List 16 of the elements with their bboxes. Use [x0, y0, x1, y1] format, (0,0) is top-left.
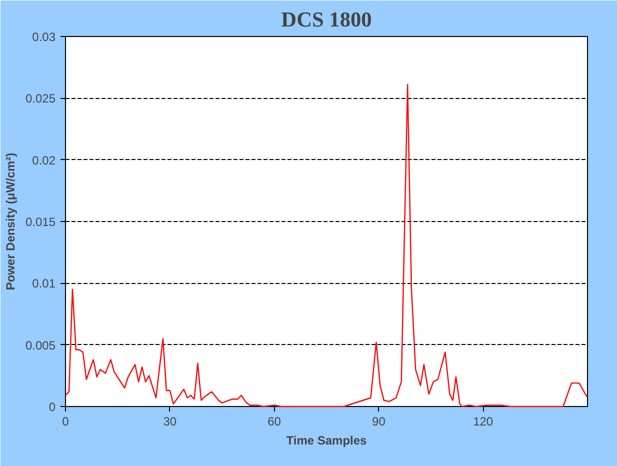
- y-tick-label: 0.03: [32, 30, 56, 44]
- x-tick-label: 120: [473, 414, 494, 428]
- y-tick-label: 0.01: [32, 276, 56, 291]
- x-tick-label: 60: [268, 414, 282, 428]
- x-axis-title: Time Samples: [286, 434, 368, 448]
- x-tick-label: 0: [62, 414, 70, 428]
- y-tick-label: 0.005: [25, 338, 56, 352]
- chart-title: DCS 1800: [281, 8, 372, 32]
- y-tick-label: 0.025: [25, 92, 56, 106]
- y-tick-label: 0.015: [25, 215, 56, 229]
- y-tick-label: 0: [48, 400, 56, 414]
- x-tick-label: 30: [163, 414, 177, 428]
- y-tick-label: 0.02: [32, 153, 56, 168]
- line-series: [64, 84, 588, 408]
- y-axis-title: Power Density (μW/cm²): [3, 152, 18, 290]
- x-tick-label: 90: [372, 414, 386, 428]
